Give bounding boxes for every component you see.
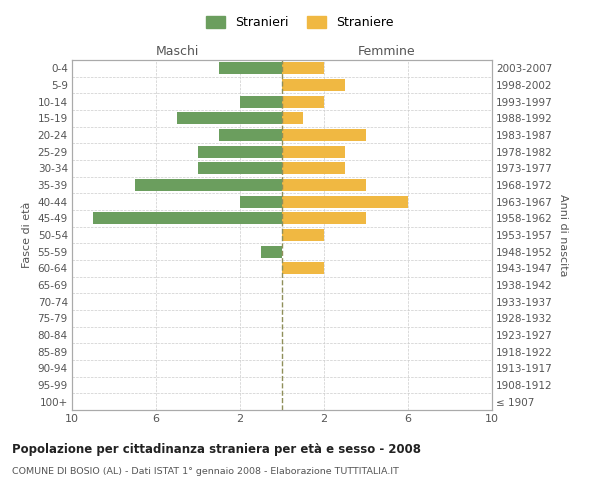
Bar xyxy=(198,162,282,174)
Y-axis label: Fasce di età: Fasce di età xyxy=(22,202,32,268)
Y-axis label: Anni di nascita: Anni di nascita xyxy=(559,194,568,276)
Bar xyxy=(135,179,282,191)
Bar xyxy=(282,129,366,141)
Bar xyxy=(177,112,282,124)
Bar xyxy=(282,62,324,74)
Bar xyxy=(240,196,282,207)
Bar xyxy=(282,179,366,191)
Text: Maschi: Maschi xyxy=(155,44,199,58)
Bar xyxy=(240,96,282,108)
Text: Femmine: Femmine xyxy=(358,44,416,58)
Bar xyxy=(93,212,282,224)
Bar xyxy=(282,262,324,274)
Legend: Stranieri, Straniere: Stranieri, Straniere xyxy=(202,11,398,34)
Bar xyxy=(282,162,345,174)
Bar xyxy=(282,112,303,124)
Text: COMUNE DI BOSIO (AL) - Dati ISTAT 1° gennaio 2008 - Elaborazione TUTTITALIA.IT: COMUNE DI BOSIO (AL) - Dati ISTAT 1° gen… xyxy=(12,468,399,476)
Bar xyxy=(282,229,324,241)
Bar xyxy=(219,129,282,141)
Bar xyxy=(282,212,366,224)
Text: Popolazione per cittadinanza straniera per età e sesso - 2008: Popolazione per cittadinanza straniera p… xyxy=(12,442,421,456)
Bar xyxy=(282,79,345,91)
Bar xyxy=(261,246,282,258)
Bar xyxy=(282,196,408,207)
Bar xyxy=(282,146,345,158)
Bar xyxy=(282,96,324,108)
Bar xyxy=(219,62,282,74)
Bar xyxy=(198,146,282,158)
